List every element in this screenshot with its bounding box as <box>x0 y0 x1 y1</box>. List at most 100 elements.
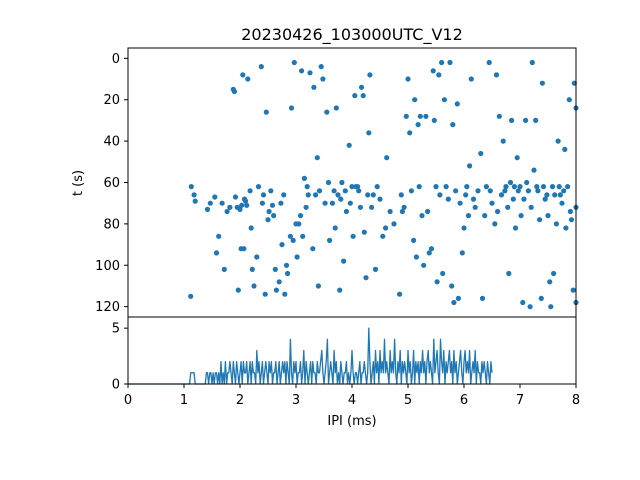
scatter-point <box>510 196 516 202</box>
line-axes-frame <box>127 316 577 385</box>
scatter-point <box>419 213 425 219</box>
scatter-point <box>318 64 324 70</box>
y-tick-label: 0 <box>112 378 120 393</box>
scatter-point <box>555 138 561 144</box>
scatter-point <box>493 72 500 78</box>
scatter-point <box>384 155 390 161</box>
scatter-point <box>350 233 356 239</box>
x-tick-label: 6 <box>460 393 468 408</box>
scatter-point <box>322 200 328 206</box>
scatter-point <box>528 204 534 210</box>
scatter-point <box>367 72 373 78</box>
scatter-point <box>450 122 456 128</box>
scatter-point <box>377 196 383 202</box>
scatter-point <box>258 64 264 70</box>
scatter-point <box>403 113 409 119</box>
scatter-point <box>436 72 442 78</box>
scatter-point <box>500 138 506 144</box>
scatter-point <box>213 250 220 256</box>
scatter-point <box>357 204 363 210</box>
scatter-point <box>268 188 274 194</box>
scatter-point <box>561 188 567 194</box>
scatter-point <box>431 117 437 123</box>
scatter-point <box>329 200 335 206</box>
scatter-point <box>434 279 440 285</box>
scatter-point <box>557 192 563 198</box>
scatter-point <box>567 208 574 215</box>
scatter-point <box>509 117 515 123</box>
scatter-point <box>355 184 361 190</box>
scatter-point <box>553 221 560 227</box>
scatter-point <box>464 184 470 190</box>
scatter-point <box>387 208 393 215</box>
scatter-point <box>521 196 527 202</box>
scatter-point <box>463 192 469 198</box>
scatter-point <box>356 188 362 194</box>
scatter-point <box>539 80 546 86</box>
scatter-point <box>447 59 453 66</box>
scatter-point <box>216 233 222 239</box>
scatter-point <box>529 59 535 66</box>
y-axis-ticks-bottom: 05 <box>112 322 128 393</box>
scatter-point <box>327 237 333 243</box>
scatter-point <box>335 192 341 198</box>
scatter-point <box>263 109 269 115</box>
scatter-point <box>523 117 529 123</box>
scatter-point <box>451 299 457 306</box>
y-tick-label: 120 <box>95 300 120 315</box>
scatter-point <box>412 97 418 103</box>
scatter-point <box>219 200 225 206</box>
scatter-point <box>405 76 411 82</box>
scatter-point <box>533 117 539 123</box>
scatter-point <box>545 213 551 219</box>
scatter-point <box>416 184 422 190</box>
scatter-point <box>358 84 365 90</box>
scatter-point <box>535 188 541 194</box>
scatter-point <box>221 266 227 272</box>
x-tick-label: 5 <box>404 393 412 408</box>
scatter-point <box>342 188 348 194</box>
scatter-point <box>506 270 512 277</box>
scatter-point <box>212 194 218 200</box>
scatter-point <box>188 293 194 299</box>
scatter-point <box>248 225 254 231</box>
scatter-point <box>313 192 319 198</box>
scatter-point <box>240 72 246 78</box>
scatter-point <box>449 283 455 289</box>
scatter-point <box>232 194 239 200</box>
scatter-point <box>283 262 290 268</box>
scatter-point <box>303 204 309 210</box>
scatter-point <box>426 250 432 256</box>
scatter-point <box>472 204 478 210</box>
scatter-point <box>531 167 537 173</box>
x-tick-label: 1 <box>180 393 188 408</box>
scatter-point <box>551 270 557 277</box>
scatter-point <box>339 179 345 186</box>
scatter-point <box>496 113 502 119</box>
scatter-point <box>290 237 296 243</box>
scatter-point <box>254 254 260 260</box>
scatter-point <box>266 208 272 215</box>
scatter-point <box>296 221 302 227</box>
scatter-point <box>224 208 230 215</box>
scatter-point <box>338 196 344 202</box>
scatter-point <box>512 225 519 231</box>
x-tick-label: 2 <box>236 393 244 408</box>
scatter-point <box>239 202 245 208</box>
scatter-point <box>294 254 300 260</box>
scatter-point <box>249 266 255 272</box>
scatter-point <box>487 188 493 194</box>
scatter-point <box>324 109 330 115</box>
y-axis-label: t (s) <box>71 170 86 196</box>
scatter-point <box>398 192 404 198</box>
scatter-point <box>542 196 548 202</box>
scatter-point <box>453 188 459 194</box>
scatter-point <box>259 200 265 206</box>
scatter-point <box>369 204 375 210</box>
scatter-point <box>525 188 532 194</box>
scatter-point <box>352 93 358 99</box>
scatter-point <box>391 221 397 227</box>
y-axis-ticks: 0 20 40 60 80 100 120 <box>95 52 128 315</box>
